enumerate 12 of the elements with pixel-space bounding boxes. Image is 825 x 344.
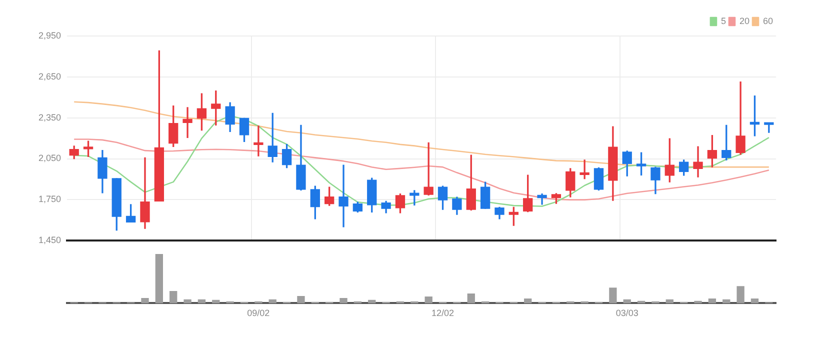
x-tick-label: 12/02 [432,308,454,318]
legend-label: 60 [762,16,774,26]
y-tick-label: 2,950 [38,30,61,40]
y-tick-label: 2,050 [38,153,61,164]
y-tick-label: 2,650 [38,71,61,82]
x-tick-label: 03/03 [616,308,638,318]
y-tick-label: 2,350 [38,112,61,122]
legend-label: 20 [739,16,750,26]
y-tick-label: 1,750 [38,194,61,204]
x-tick-label: 09/02 [247,308,270,318]
legend-label: 5 [720,16,726,26]
y-tick-label: 1,450 [38,235,61,246]
